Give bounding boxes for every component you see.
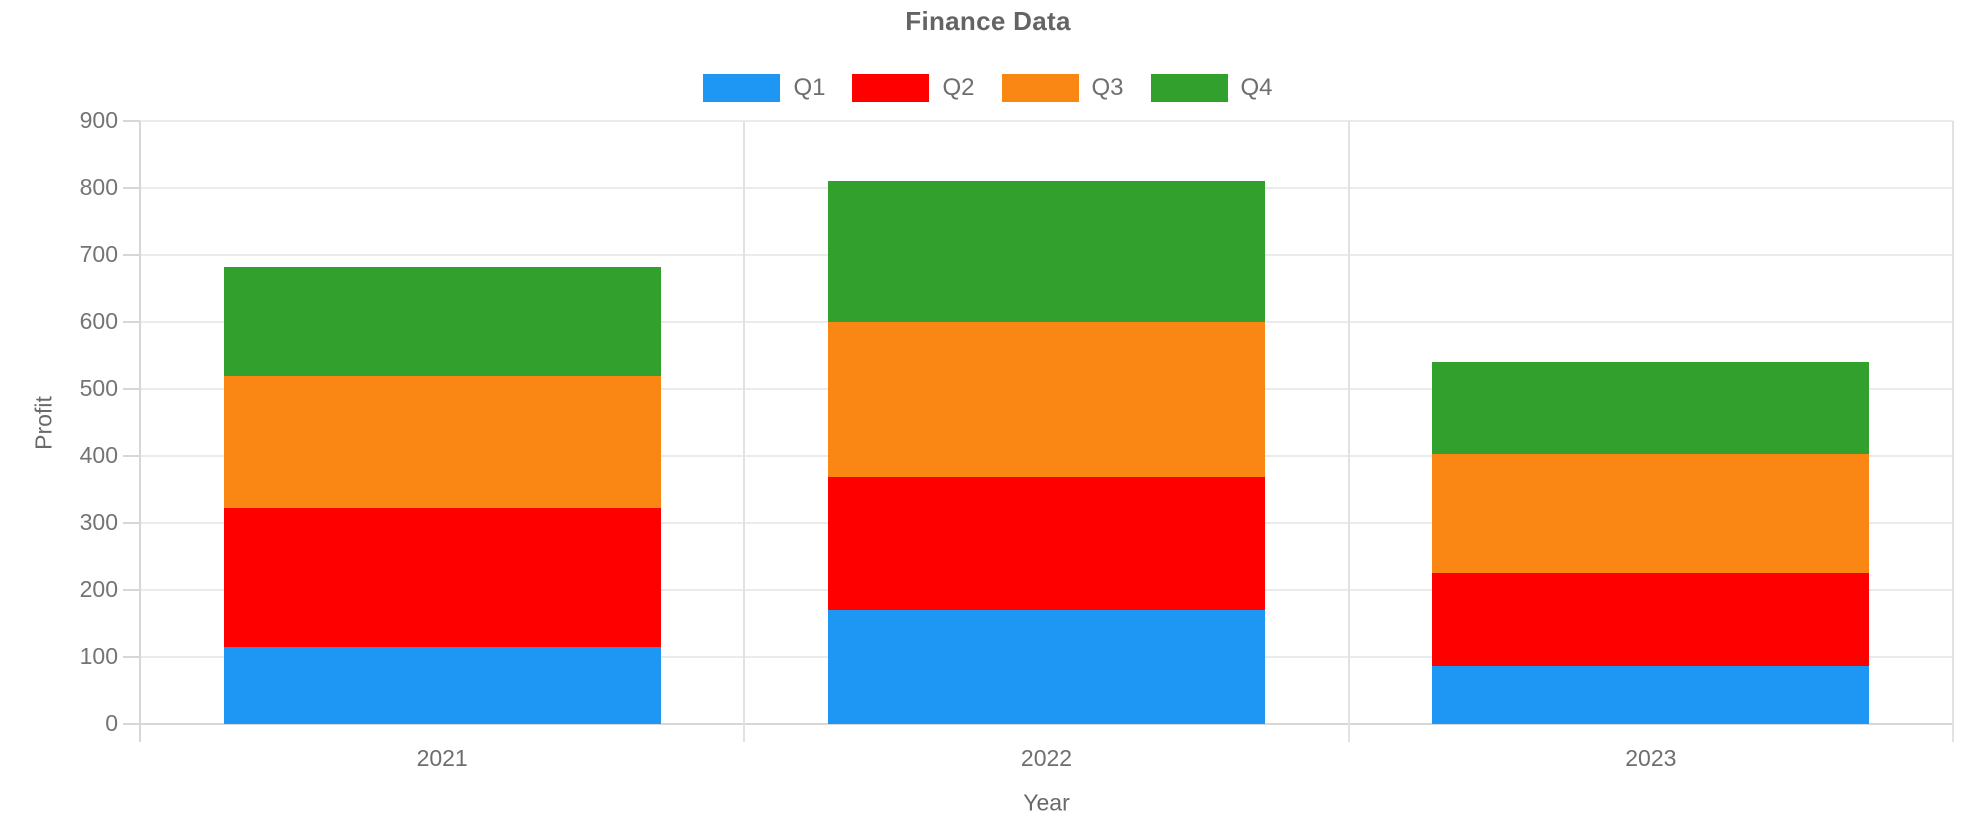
legend-label-q3: Q3 <box>1091 74 1124 101</box>
y-tick-mark-700 <box>123 254 140 256</box>
y-tick-label-700: 700 <box>79 241 118 267</box>
gridline-900 <box>140 120 1953 122</box>
y-tick-mark-100 <box>123 656 140 658</box>
bar-segment-2022-Q2[interactable] <box>828 477 1265 611</box>
legend-swatch-q3 <box>1001 74 1079 102</box>
y-tick-label-800: 800 <box>79 174 118 200</box>
legend-item-q2[interactable]: Q2 <box>852 74 975 102</box>
bar-segment-2023-Q4[interactable] <box>1432 362 1870 454</box>
legend-item-q3[interactable]: Q3 <box>1001 74 1124 102</box>
panel-separator-1 <box>743 121 746 742</box>
y-tick-label-0: 0 <box>105 710 118 736</box>
legend-swatch-q1 <box>703 74 781 102</box>
bar-segment-2021-Q1[interactable] <box>223 646 661 724</box>
y-tick-mark-900 <box>123 120 140 122</box>
y-tick-label-600: 600 <box>79 308 118 334</box>
bar-segment-2023-Q2[interactable] <box>1432 573 1870 666</box>
y-tick-mark-500 <box>123 388 140 390</box>
y-axis-line <box>139 121 141 742</box>
y-tick-label-300: 300 <box>79 509 118 535</box>
y-axis-title: Profit <box>30 395 57 450</box>
bar-segment-2021-Q4[interactable] <box>223 267 661 376</box>
y-tick-mark-200 <box>123 589 140 591</box>
legend-item-q4[interactable]: Q4 <box>1150 74 1273 102</box>
x-tick-label-2022: 2022 <box>1020 745 1073 771</box>
y-tick-mark-300 <box>123 522 140 524</box>
bar-segment-2022-Q3[interactable] <box>828 322 1265 478</box>
legend-item-q1[interactable]: Q1 <box>703 74 825 102</box>
gridline-0 <box>140 723 1953 725</box>
x-axis-title: Year <box>1023 789 1070 816</box>
y-tick-label-500: 500 <box>79 375 118 401</box>
y-tick-mark-600 <box>123 321 140 323</box>
panel-separator-3 <box>1952 121 1954 742</box>
legend-swatch-q2 <box>852 74 930 102</box>
y-tick-mark-800 <box>123 187 140 189</box>
legend-swatch-q4 <box>1150 74 1228 102</box>
x-tick-label-2021: 2021 <box>416 745 468 771</box>
y-tick-mark-400 <box>123 455 140 457</box>
y-tick-label-200: 200 <box>79 576 118 602</box>
panel-separator-2 <box>1347 121 1350 742</box>
bar-segment-2021-Q2[interactable] <box>223 507 661 647</box>
bar-segment-2022-Q4[interactable] <box>828 181 1265 322</box>
y-tick-label-100: 100 <box>79 643 118 669</box>
bar-segment-2022-Q1[interactable] <box>828 610 1265 724</box>
y-tick-label-400: 400 <box>79 442 118 468</box>
legend-label-q2: Q2 <box>942 74 975 101</box>
y-tick-label-900: 900 <box>79 107 118 133</box>
legend-label-q4: Q4 <box>1240 74 1273 101</box>
y-tick-mark-0 <box>123 723 140 725</box>
x-tick-label-2023: 2023 <box>1625 745 1677 771</box>
legend: Q1 Q2 Q3 Q4 <box>0 74 1976 102</box>
legend-label-q1: Q1 <box>793 74 826 101</box>
bar-segment-2023-Q1[interactable] <box>1432 665 1870 724</box>
bar-segment-2023-Q3[interactable] <box>1432 453 1870 574</box>
chart-title: Finance Data <box>905 6 1071 36</box>
bar-segment-2021-Q3[interactable] <box>223 375 661 508</box>
